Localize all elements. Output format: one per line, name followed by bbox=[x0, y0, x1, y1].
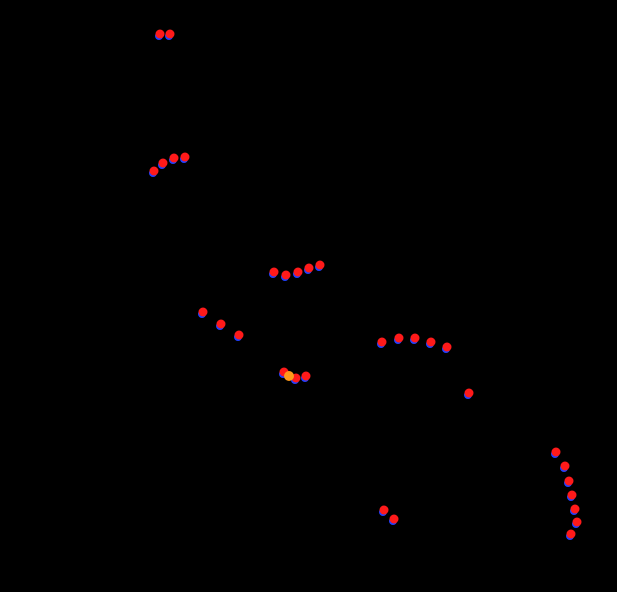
scatter-chart bbox=[0, 0, 617, 592]
data-point bbox=[390, 515, 399, 524]
data-point bbox=[565, 477, 574, 486]
data-point bbox=[411, 334, 420, 343]
data-point bbox=[571, 505, 580, 514]
data-point bbox=[159, 159, 168, 168]
data-point bbox=[181, 153, 190, 162]
data-point bbox=[302, 372, 311, 381]
data-point bbox=[156, 30, 165, 39]
data-point bbox=[380, 506, 389, 515]
data-point bbox=[150, 167, 159, 176]
data-point bbox=[199, 308, 208, 317]
data-point bbox=[378, 338, 387, 347]
data-point bbox=[294, 268, 303, 277]
data-point bbox=[573, 518, 582, 527]
data-point bbox=[282, 271, 291, 280]
data-point bbox=[305, 264, 314, 273]
data-point bbox=[235, 331, 244, 340]
data-point bbox=[465, 389, 474, 398]
data-point bbox=[284, 371, 294, 381]
data-point bbox=[427, 338, 436, 347]
data-point bbox=[170, 154, 179, 163]
data-point bbox=[561, 462, 570, 471]
data-point bbox=[166, 30, 175, 39]
data-point bbox=[395, 334, 404, 343]
data-point bbox=[552, 448, 561, 457]
data-point bbox=[567, 530, 576, 539]
data-point bbox=[443, 343, 452, 352]
data-point bbox=[568, 491, 577, 500]
data-point bbox=[217, 320, 226, 329]
data-point bbox=[270, 268, 279, 277]
data-point bbox=[316, 261, 325, 270]
